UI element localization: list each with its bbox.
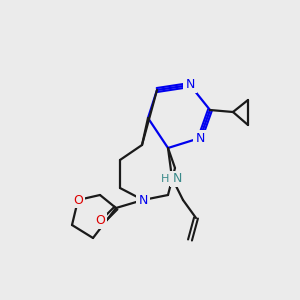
Text: H: H xyxy=(161,174,169,184)
Text: N: N xyxy=(138,194,148,206)
Text: O: O xyxy=(95,214,105,227)
Text: N: N xyxy=(172,172,182,185)
Text: N: N xyxy=(195,131,205,145)
Text: N: N xyxy=(185,79,195,92)
Text: O: O xyxy=(73,194,83,206)
